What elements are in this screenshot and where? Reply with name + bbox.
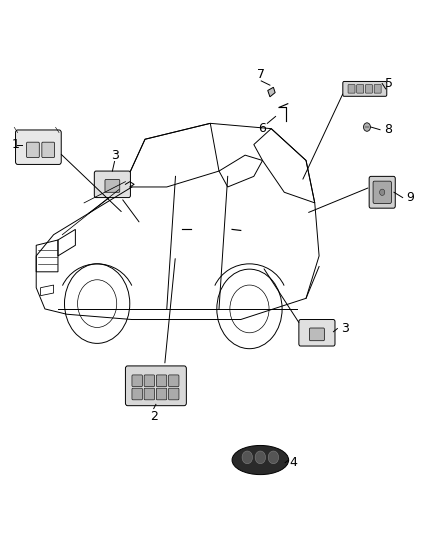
Text: 6: 6	[258, 122, 265, 135]
Text: 3: 3	[341, 322, 349, 335]
Ellipse shape	[232, 446, 289, 474]
FancyBboxPatch shape	[144, 375, 155, 386]
Text: 5: 5	[385, 77, 393, 90]
FancyBboxPatch shape	[374, 85, 381, 93]
FancyBboxPatch shape	[27, 142, 39, 158]
FancyBboxPatch shape	[299, 319, 335, 346]
FancyBboxPatch shape	[156, 388, 167, 400]
FancyBboxPatch shape	[42, 142, 54, 158]
Polygon shape	[268, 87, 275, 97]
Text: 8: 8	[384, 123, 392, 136]
Circle shape	[364, 123, 371, 131]
FancyBboxPatch shape	[169, 375, 179, 386]
FancyBboxPatch shape	[310, 328, 324, 341]
Circle shape	[255, 451, 265, 464]
FancyBboxPatch shape	[365, 85, 372, 93]
FancyBboxPatch shape	[94, 171, 131, 198]
Text: 1: 1	[12, 138, 20, 151]
FancyBboxPatch shape	[343, 82, 387, 96]
FancyBboxPatch shape	[15, 130, 61, 165]
Circle shape	[242, 451, 253, 464]
Text: 7: 7	[257, 68, 265, 81]
FancyBboxPatch shape	[144, 388, 155, 400]
Text: 9: 9	[406, 191, 414, 204]
FancyBboxPatch shape	[373, 181, 391, 204]
FancyBboxPatch shape	[348, 85, 355, 93]
Text: 3: 3	[111, 149, 119, 161]
FancyBboxPatch shape	[369, 176, 395, 208]
FancyBboxPatch shape	[132, 388, 142, 400]
Circle shape	[380, 189, 385, 196]
Text: 2: 2	[150, 410, 158, 423]
FancyBboxPatch shape	[357, 85, 364, 93]
Circle shape	[268, 451, 279, 464]
Text: 4: 4	[289, 456, 297, 469]
FancyBboxPatch shape	[169, 388, 179, 400]
FancyBboxPatch shape	[156, 375, 167, 386]
FancyBboxPatch shape	[125, 366, 186, 406]
FancyBboxPatch shape	[132, 375, 142, 386]
FancyBboxPatch shape	[105, 180, 120, 192]
